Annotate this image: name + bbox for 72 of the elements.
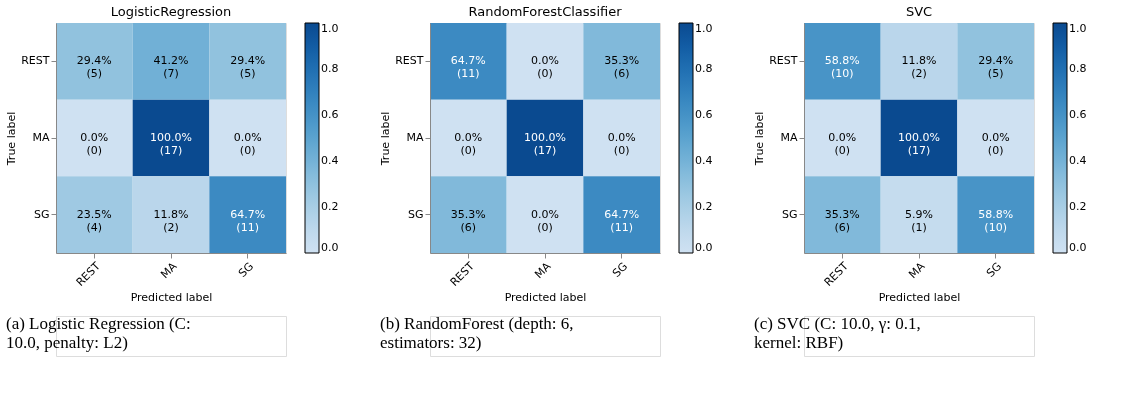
chart-title: SVC bbox=[905, 4, 933, 19]
color-bar-label: 0.8 bbox=[321, 62, 339, 75]
data-label: 35.3% (6) bbox=[604, 54, 640, 81]
color-bar-label: 0.2 bbox=[321, 200, 339, 213]
color-bar-label: 0.2 bbox=[1069, 200, 1087, 213]
y-tick-label: MA bbox=[406, 131, 424, 144]
x-tick-label: SG bbox=[235, 259, 257, 280]
color-bar-label: 1.0 bbox=[695, 22, 713, 35]
y-tick-label: SG bbox=[33, 207, 50, 221]
x-axis-title: Predicted label bbox=[504, 291, 587, 305]
data-label: 0.0% (0) bbox=[233, 131, 262, 157]
data-label: 58.8% (10) bbox=[978, 207, 1014, 234]
data-label: 0.0% (0) bbox=[531, 54, 559, 81]
y-tick-label: REST bbox=[769, 54, 798, 68]
y-tick-label: SG bbox=[781, 207, 798, 221]
y-tick-label: MA bbox=[32, 131, 50, 144]
color-bar-label: 0.8 bbox=[1069, 62, 1087, 75]
y-tick-label: SG bbox=[407, 207, 424, 221]
color-bar-label: 0.4 bbox=[321, 154, 339, 167]
x-axis-title: Predicted label bbox=[878, 291, 961, 305]
data-label: 100.0% (17) bbox=[524, 131, 566, 157]
text: (a) Logistic Regression (C: 10.0, penalty: L2) bbox=[6, 314, 191, 352]
data-label: 58.8% (10) bbox=[824, 54, 860, 81]
data-label: 11.8% (2) bbox=[153, 207, 189, 234]
data-label: 5.9% (1) bbox=[905, 207, 933, 234]
data-label: 29.4% (5) bbox=[230, 54, 266, 81]
data-label: 11.8% (2) bbox=[901, 54, 937, 81]
y-tick-label: REST bbox=[21, 54, 50, 68]
data-label: 29.4% (5) bbox=[978, 54, 1014, 81]
x-tick-label: MA bbox=[158, 259, 180, 282]
data-label: 64.7% (11) bbox=[604, 207, 640, 234]
x-tick-label: SG bbox=[983, 259, 1005, 280]
color-bar-label: 0.0 bbox=[1069, 241, 1087, 254]
color-bar-label: 0.6 bbox=[1069, 108, 1087, 121]
data-label: 0.0% (0) bbox=[531, 207, 559, 234]
x-axis-title: Predicted label bbox=[130, 291, 213, 305]
y-axis-title: True label bbox=[5, 111, 19, 167]
color-bar-label: 0.2 bbox=[695, 200, 713, 213]
data-label: 100.0% (17) bbox=[150, 131, 192, 157]
x-tick-label: MA bbox=[906, 259, 928, 282]
x-tick-label: SG bbox=[609, 259, 631, 280]
color-bar-label: 1.0 bbox=[1069, 22, 1087, 35]
y-tick-label: REST bbox=[395, 54, 424, 68]
data-label: 29.4% (5) bbox=[76, 54, 112, 81]
data-label: 0.0% (0) bbox=[607, 131, 636, 157]
x-tick-label: MA bbox=[532, 259, 554, 282]
data-label: 35.3% (6) bbox=[824, 207, 860, 234]
y-axis-title: True label bbox=[379, 111, 393, 167]
data-label: 0.0% (0) bbox=[981, 131, 1010, 157]
y-tick-label: MA bbox=[780, 131, 798, 144]
data-label: 64.7% (11) bbox=[230, 207, 266, 234]
data-label: 0.0% (0) bbox=[80, 131, 109, 157]
data-label: 35.3% (6) bbox=[450, 207, 486, 234]
data-label: 0.0% (0) bbox=[454, 131, 483, 157]
chart-title: RandomForestClassifier bbox=[468, 4, 623, 19]
y-axis-title: True label bbox=[753, 111, 767, 167]
color-bar-label: 0.0 bbox=[695, 241, 713, 254]
color-bar-label: 0.4 bbox=[1069, 154, 1087, 167]
text: (c) SVC (C: 10.0, γ: 0.1, kernel: RBF) bbox=[754, 314, 921, 352]
color-bar-label: 0.6 bbox=[321, 108, 339, 121]
color-bar-label: 0.0 bbox=[321, 241, 339, 254]
data-label: 23.5% (4) bbox=[76, 207, 112, 234]
color-bar-label: 0.6 bbox=[695, 108, 713, 121]
data-label: 41.2% (7) bbox=[153, 54, 189, 81]
text: (b) RandomForest (depth: 6, estimators: 32) bbox=[380, 314, 574, 352]
color-bar-label: 0.4 bbox=[695, 154, 713, 167]
color-bar-label: 1.0 bbox=[321, 22, 339, 35]
chart-title: LogisticRegression bbox=[110, 4, 232, 19]
data-label: 0.0% (0) bbox=[828, 131, 857, 157]
data-label: 100.0% (17) bbox=[898, 131, 940, 157]
data-label: 64.7% (11) bbox=[450, 54, 486, 81]
color-bar-label: 0.8 bbox=[695, 62, 713, 75]
